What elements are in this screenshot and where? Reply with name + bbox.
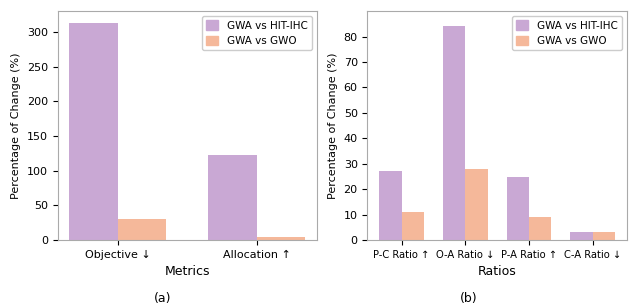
- Text: (a): (a): [154, 292, 172, 305]
- Bar: [529, 217, 551, 240]
- Bar: [256, 237, 305, 240]
- Bar: [118, 219, 167, 240]
- Bar: [379, 172, 401, 240]
- Text: (b): (b): [460, 292, 478, 305]
- Bar: [208, 155, 256, 240]
- Bar: [507, 176, 529, 240]
- Bar: [401, 212, 424, 240]
- Bar: [570, 233, 593, 240]
- Legend: GWA vs HIT-IHC, GWA vs GWO: GWA vs HIT-IHC, GWA vs GWO: [512, 16, 621, 50]
- Y-axis label: Percentage of Change (%): Percentage of Change (%): [11, 52, 21, 199]
- Legend: GWA vs HIT-IHC, GWA vs GWO: GWA vs HIT-IHC, GWA vs GWO: [202, 16, 312, 50]
- X-axis label: Metrics: Metrics: [165, 265, 210, 278]
- Y-axis label: Percentage of Change (%): Percentage of Change (%): [328, 52, 338, 199]
- Bar: [465, 169, 487, 240]
- Bar: [70, 23, 118, 240]
- X-axis label: Ratios: Ratios: [478, 265, 517, 278]
- Bar: [443, 26, 465, 240]
- Bar: [593, 233, 615, 240]
